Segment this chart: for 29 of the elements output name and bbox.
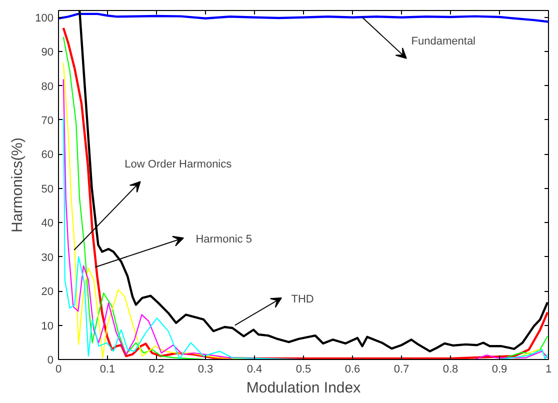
x-tick-label: 0.6 — [344, 364, 360, 376]
annotation: Low Order Harmonics — [124, 158, 232, 170]
y-tick-label: 50 — [41, 183, 54, 196]
line-series — [58, 12, 548, 23]
y-tick-label: 70 — [41, 114, 54, 127]
y-tick-label: 80 — [41, 80, 54, 93]
x-tick-label: 0 — [55, 364, 62, 376]
x-tick-label: 0.7 — [394, 364, 410, 376]
annotation: THD — [291, 294, 314, 306]
y-tick-label: 90 — [41, 46, 54, 59]
annotation: Fundamental — [411, 35, 476, 48]
y-axis-title: Harmonics(%) — [9, 137, 26, 233]
x-tick-label: 0.4 — [246, 364, 262, 376]
y-tick-label: 60 — [41, 149, 54, 162]
x-axis-title: Modulation Index — [246, 380, 362, 396]
x-tick-label: 0.1 — [100, 364, 116, 376]
y-tick-label: 40 — [41, 218, 54, 230]
y-tick-label: 0 — [47, 354, 54, 366]
y-tick-label: 20 — [41, 286, 54, 298]
x-tick-label: 0.2 — [148, 364, 164, 376]
annotation: Harmonic 5 — [196, 234, 252, 246]
y-tick-label: 100 — [35, 12, 54, 24]
x-tick-label: 0.5 — [296, 364, 312, 376]
y-tick-label: 30 — [41, 252, 54, 264]
x-tick-label: 0.9 — [492, 364, 508, 376]
x-tick-label: 0.3 — [198, 364, 214, 376]
x-tick-label: 0.8 — [442, 364, 458, 376]
x-tick-label: 1 — [545, 364, 552, 376]
y-tick-label: 10 — [41, 320, 54, 332]
